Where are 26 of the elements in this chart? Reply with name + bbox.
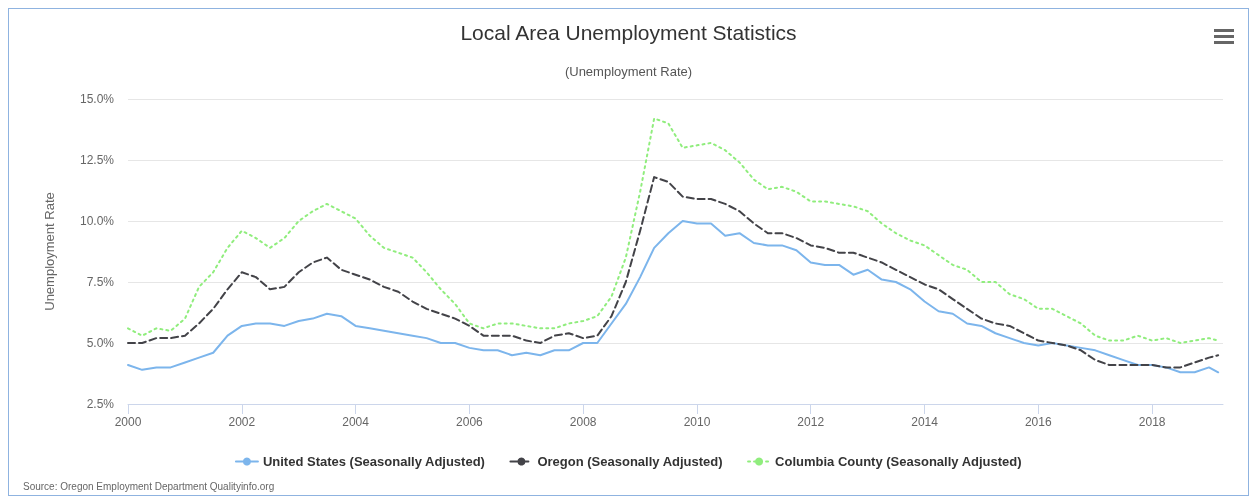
y-tick-label: 12.5% bbox=[79, 153, 115, 167]
x-tick-label: 2000 bbox=[114, 415, 142, 429]
y-tick-label: 7.5% bbox=[86, 275, 115, 289]
x-tick-label: 2002 bbox=[228, 415, 256, 429]
line-series bbox=[127, 117, 1220, 344]
legend-label: Columbia County (Seasonally Adjusted) bbox=[775, 454, 1022, 469]
y-tick-label: 2.5% bbox=[86, 397, 115, 411]
x-tick-label: 2014 bbox=[911, 415, 939, 429]
legend-label: United States (Seasonally Adjusted) bbox=[262, 454, 485, 469]
x-tick-label: 2016 bbox=[1024, 415, 1052, 429]
y-tick-label: 15.0% bbox=[79, 92, 115, 106]
line-series bbox=[127, 220, 1220, 374]
line-series bbox=[127, 176, 1220, 369]
x-tick-label: 2012 bbox=[797, 415, 825, 429]
chart-title: Local Area Unemployment Statistics bbox=[460, 21, 797, 44]
x-tick-label: 2006 bbox=[456, 415, 484, 429]
x-tick-label: 2018 bbox=[1138, 415, 1166, 429]
x-tick-label: 2004 bbox=[342, 415, 370, 429]
chart-subtitle: (Unemployment Rate) bbox=[564, 64, 693, 79]
y-axis-title: Unemployment Rate bbox=[42, 192, 57, 311]
y-tick-label: 5.0% bbox=[86, 336, 115, 350]
y-tick-label: 10.0% bbox=[79, 214, 115, 228]
legend-label: Oregon (Seasonally Adjusted) bbox=[537, 454, 723, 469]
x-tick-label: 2010 bbox=[683, 415, 711, 429]
source-note: Source: Oregon Employment Department Qualityinfo.org bbox=[23, 480, 275, 492]
x-tick-label: 2008 bbox=[569, 415, 597, 429]
